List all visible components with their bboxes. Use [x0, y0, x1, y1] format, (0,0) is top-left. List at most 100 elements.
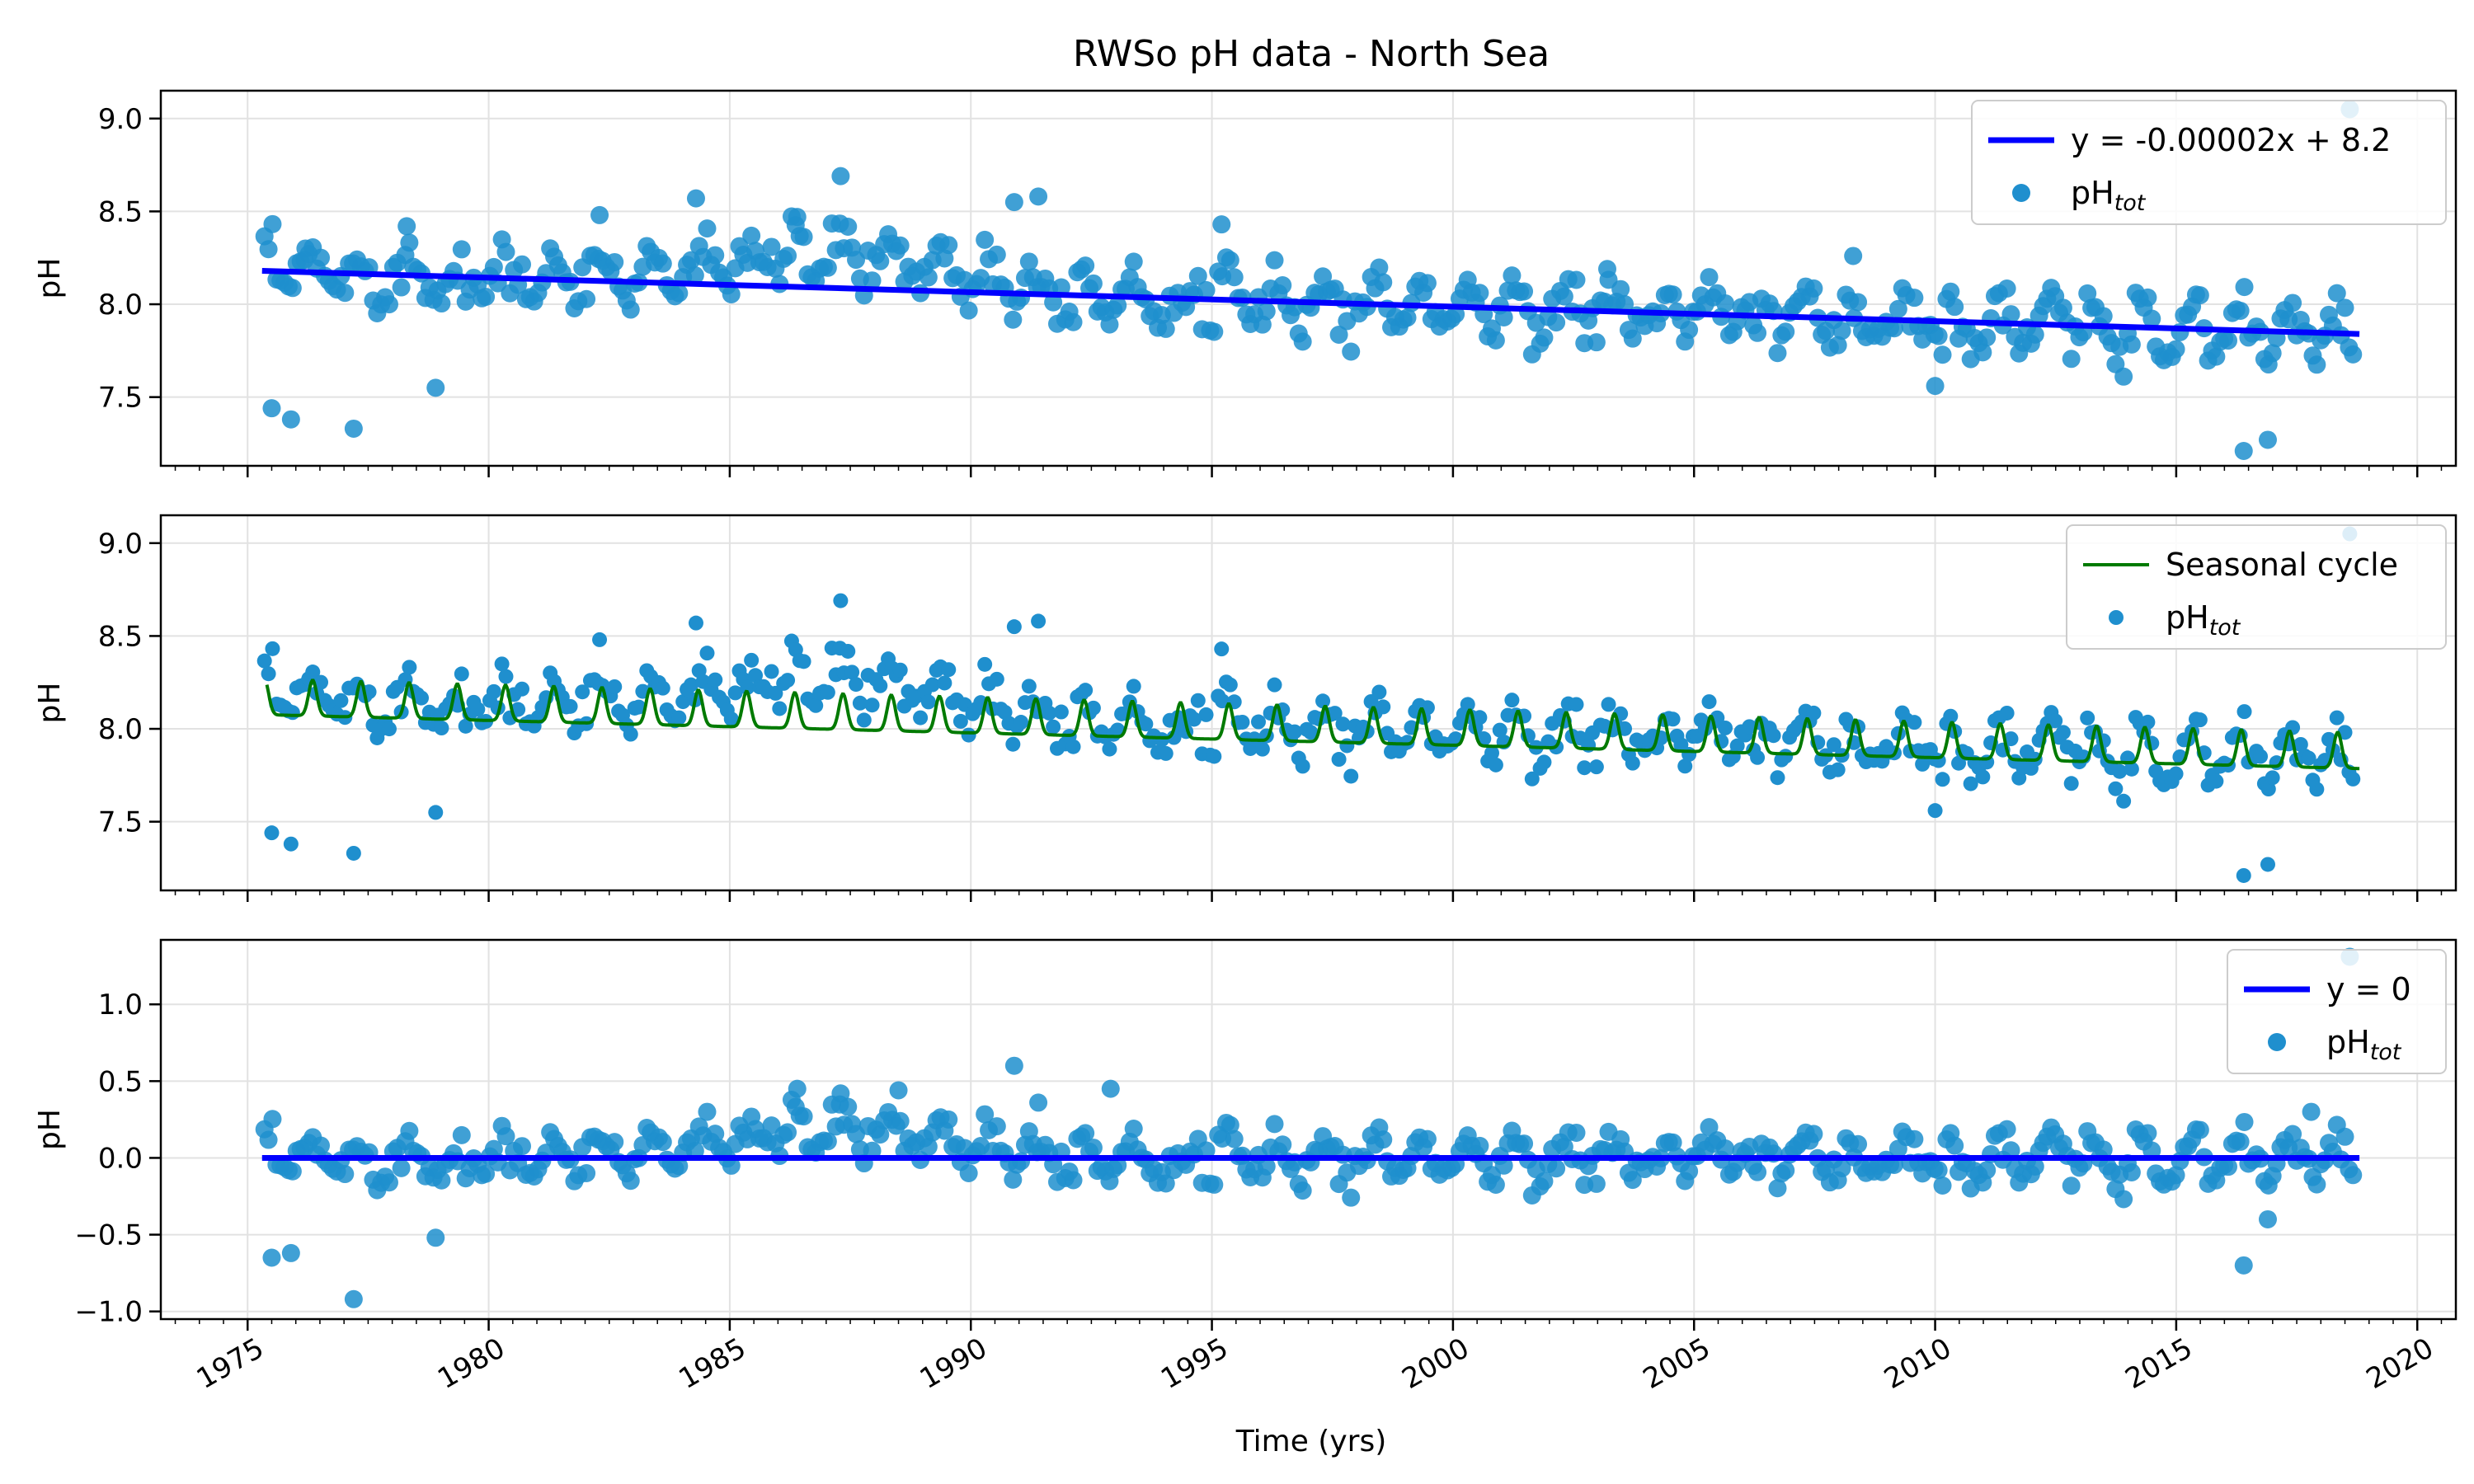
data-point [706, 246, 725, 265]
data-point [392, 278, 411, 297]
data-point [722, 285, 741, 304]
data-point [2001, 1141, 2020, 1160]
data-point [1611, 279, 1630, 298]
data-point [675, 694, 691, 710]
data-point [1078, 683, 1094, 698]
data-point [1314, 267, 1333, 286]
data-point [764, 664, 779, 679]
data-point [920, 694, 936, 710]
data-point [1222, 677, 1238, 693]
data-point [381, 721, 397, 737]
y-tick-label: −0.5 [74, 1219, 143, 1252]
data-point [313, 674, 329, 690]
data-point [2236, 867, 2251, 883]
y-tick-label: 9.0 [98, 528, 143, 561]
data-point [496, 1127, 515, 1146]
data-point [1335, 716, 1351, 732]
data-point [1154, 732, 1169, 748]
data-point [1716, 1139, 1735, 1158]
data-point [1460, 697, 1475, 712]
data-point [259, 1130, 278, 1149]
data-point [796, 654, 811, 669]
data-point [1019, 252, 1038, 271]
data-point [336, 1165, 355, 1184]
data-point [1214, 641, 1230, 657]
data-point [1768, 344, 1787, 363]
data-point [259, 240, 278, 259]
data-point [788, 208, 807, 227]
data-point [346, 845, 361, 861]
data-point [2062, 1176, 2081, 1195]
data-point [2234, 441, 2253, 460]
data-point [820, 684, 835, 700]
data-point [2190, 286, 2209, 305]
data-point [283, 1162, 302, 1181]
data-point [1804, 279, 1823, 298]
data-point [686, 189, 705, 208]
data-point [2166, 340, 2185, 359]
data-point [939, 236, 958, 255]
data-point [1486, 331, 1505, 350]
data-point [2138, 1124, 2157, 1143]
data-point [344, 419, 363, 438]
data-point [1830, 762, 1846, 777]
data-point [987, 1117, 1006, 1136]
data-point [1012, 1152, 1031, 1171]
y-tick-label: 1.0 [98, 989, 143, 1021]
data-point [864, 697, 880, 713]
data-point [1215, 693, 1230, 709]
data-point [1999, 705, 2015, 721]
data-point [305, 665, 321, 680]
data-point [1293, 1181, 1312, 1200]
data-point [1567, 270, 1586, 289]
panel-bottom: −1.0 −0.5 0.0 0.5 1.0 pH 1975 1980 1985 1990 1995 2… [33, 938, 2458, 1396]
data-point [1225, 268, 1244, 287]
data-point [1265, 1115, 1284, 1134]
y-tick-label: 8.5 [98, 620, 143, 653]
data-point [631, 699, 647, 715]
data-point [1915, 756, 1931, 772]
data-point [1494, 308, 1513, 327]
data-point [2258, 1209, 2277, 1228]
data-point [1265, 251, 1284, 270]
data-point [1567, 1123, 1586, 1142]
data-point [621, 300, 640, 319]
data-point [778, 247, 797, 265]
data-point [515, 681, 530, 697]
data-point [336, 284, 355, 303]
x-tick-label: 1975 [191, 1331, 270, 1396]
y-tick-label: 7.5 [98, 382, 143, 415]
data-point [1198, 707, 1214, 722]
data-point [1327, 706, 1343, 721]
data-point [1554, 287, 1573, 306]
data-point [1701, 694, 1717, 710]
trend-line [261, 267, 2360, 337]
data-point [987, 245, 1006, 264]
data-point [2302, 1102, 2321, 1121]
data-point [1547, 1159, 1566, 1178]
data-point [919, 1137, 938, 1156]
data-point [1064, 1171, 1083, 1190]
data-point [2344, 1166, 2363, 1185]
data-point [941, 662, 957, 678]
data-point [889, 1081, 908, 1100]
data-point [1535, 328, 1554, 347]
data-point [698, 219, 717, 238]
data-point [1021, 679, 1037, 694]
data-point [1766, 728, 1781, 744]
data-point [688, 615, 703, 631]
data-point [768, 685, 783, 701]
data-point [780, 673, 796, 688]
data-point [1978, 328, 1997, 347]
data-point [1399, 735, 1415, 750]
data-point [1926, 377, 1945, 396]
data-point [670, 284, 689, 303]
data-point [1577, 760, 1592, 776]
data-point [1536, 754, 1552, 770]
legend-label-subscript: tot [2114, 190, 2147, 216]
data-point [891, 236, 910, 255]
data-point [265, 641, 280, 656]
data-point [2140, 714, 2156, 730]
data-point [1197, 280, 1216, 299]
data-point [1273, 1135, 1292, 1154]
